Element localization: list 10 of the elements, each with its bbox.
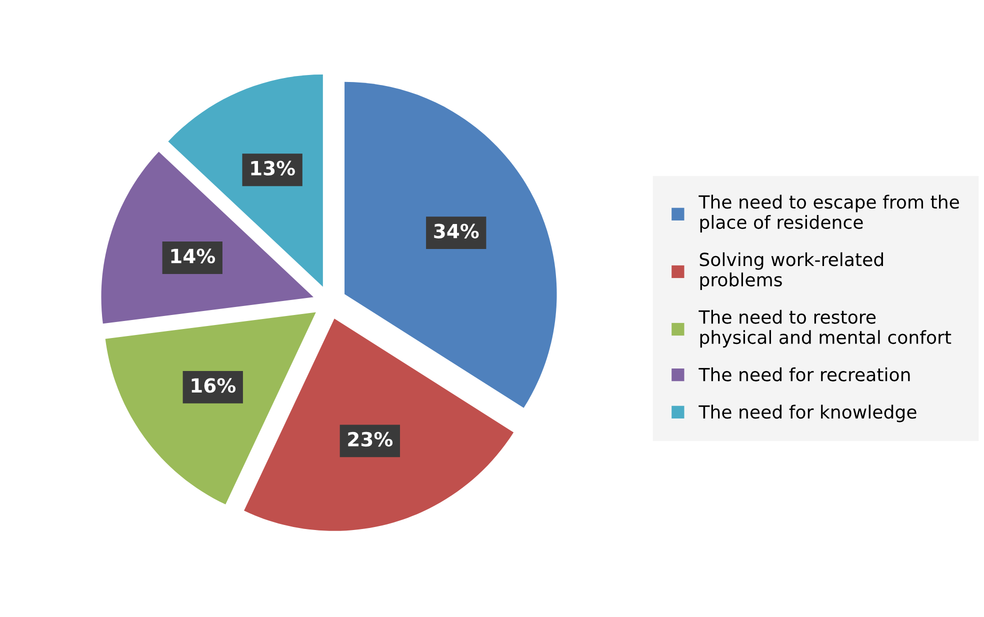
data-label: 23% xyxy=(348,432,393,447)
data-label: 14% xyxy=(171,248,216,264)
legend-label: The need for recreation xyxy=(698,367,910,382)
data-label: 34% xyxy=(434,224,479,238)
data-label: 13% xyxy=(251,160,295,176)
legend-label: The need for knowledge xyxy=(698,404,916,422)
legend-label: Solving work-related problems xyxy=(700,252,883,290)
legend-label: The need to restore physical and mental confort xyxy=(698,310,952,348)
data-label: 16% xyxy=(192,378,236,393)
legend-label: The need to escape from the place of residence xyxy=(698,194,959,232)
